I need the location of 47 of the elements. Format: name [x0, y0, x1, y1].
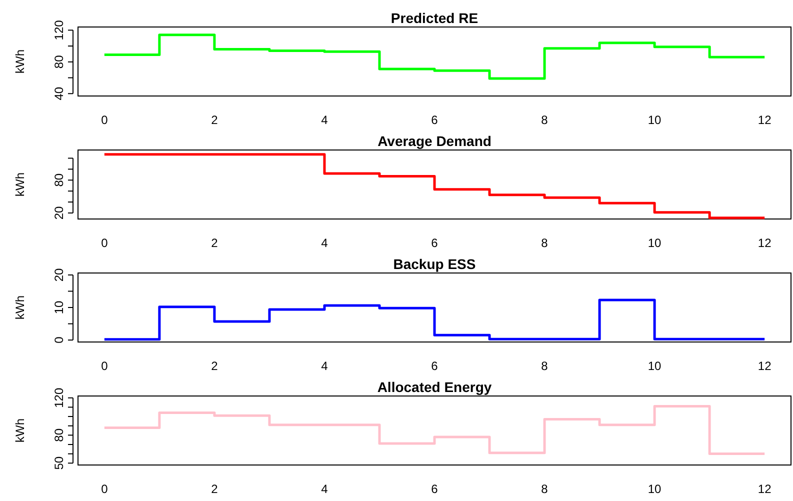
x-tick-label: 8: [541, 359, 548, 373]
y-tick-label: 20: [52, 268, 66, 282]
x-tick-label: 10: [648, 236, 662, 250]
x-tick-label: 4: [321, 236, 328, 250]
y-tick-label: 120: [52, 20, 66, 40]
x-tick-label: 10: [648, 359, 662, 373]
x-tick-label: 12: [758, 236, 772, 250]
chart-title: Backup ESS: [393, 256, 476, 272]
x-tick-label: 10: [648, 113, 662, 127]
y-tick-label: 80: [52, 54, 66, 69]
x-tick-label: 10: [648, 482, 662, 496]
x-tick-label: 0: [101, 236, 108, 250]
chart-title: Allocated Energy: [377, 379, 492, 395]
y-tick-label: 20: [52, 206, 66, 220]
x-tick-label: 0: [101, 113, 108, 127]
x-tick-label: 0: [101, 359, 108, 373]
x-tick-label: 4: [321, 359, 328, 373]
x-tick-label: 2: [211, 113, 218, 127]
x-tick-label: 6: [431, 236, 438, 250]
y-tick-label: 40: [52, 86, 66, 100]
x-tick-label: 0: [101, 482, 108, 496]
x-tick-label: 8: [541, 236, 548, 250]
y-axis-title: kWh: [13, 172, 27, 196]
x-tick-label: 4: [321, 482, 328, 496]
x-tick-label: 12: [758, 113, 772, 127]
x-tick-label: 2: [211, 236, 218, 250]
y-axis-title: kWh: [13, 296, 27, 320]
x-tick-label: 12: [758, 359, 772, 373]
chart-title: Average Demand: [378, 133, 492, 149]
x-tick-label: 2: [211, 359, 218, 373]
y-tick-label: 50: [52, 456, 66, 470]
y-axis-title: kWh: [13, 50, 27, 74]
y-tick-label: 80: [52, 428, 66, 442]
y-tick-label: 120: [52, 388, 66, 408]
x-tick-label: 4: [321, 113, 328, 127]
x-tick-label: 6: [431, 113, 438, 127]
x-tick-label: 8: [541, 113, 548, 127]
chart-title: Predicted RE: [390, 10, 478, 26]
y-axis-title: kWh: [13, 418, 27, 442]
x-tick-label: 6: [431, 359, 438, 373]
x-tick-label: 12: [758, 482, 772, 496]
x-tick-label: 2: [211, 482, 218, 496]
y-tick-label: 10: [52, 300, 66, 314]
y-tick-label: 80: [52, 173, 66, 187]
x-tick-label: 8: [541, 482, 548, 496]
x-tick-label: 6: [431, 482, 438, 496]
y-tick-label: 0: [52, 336, 66, 344]
